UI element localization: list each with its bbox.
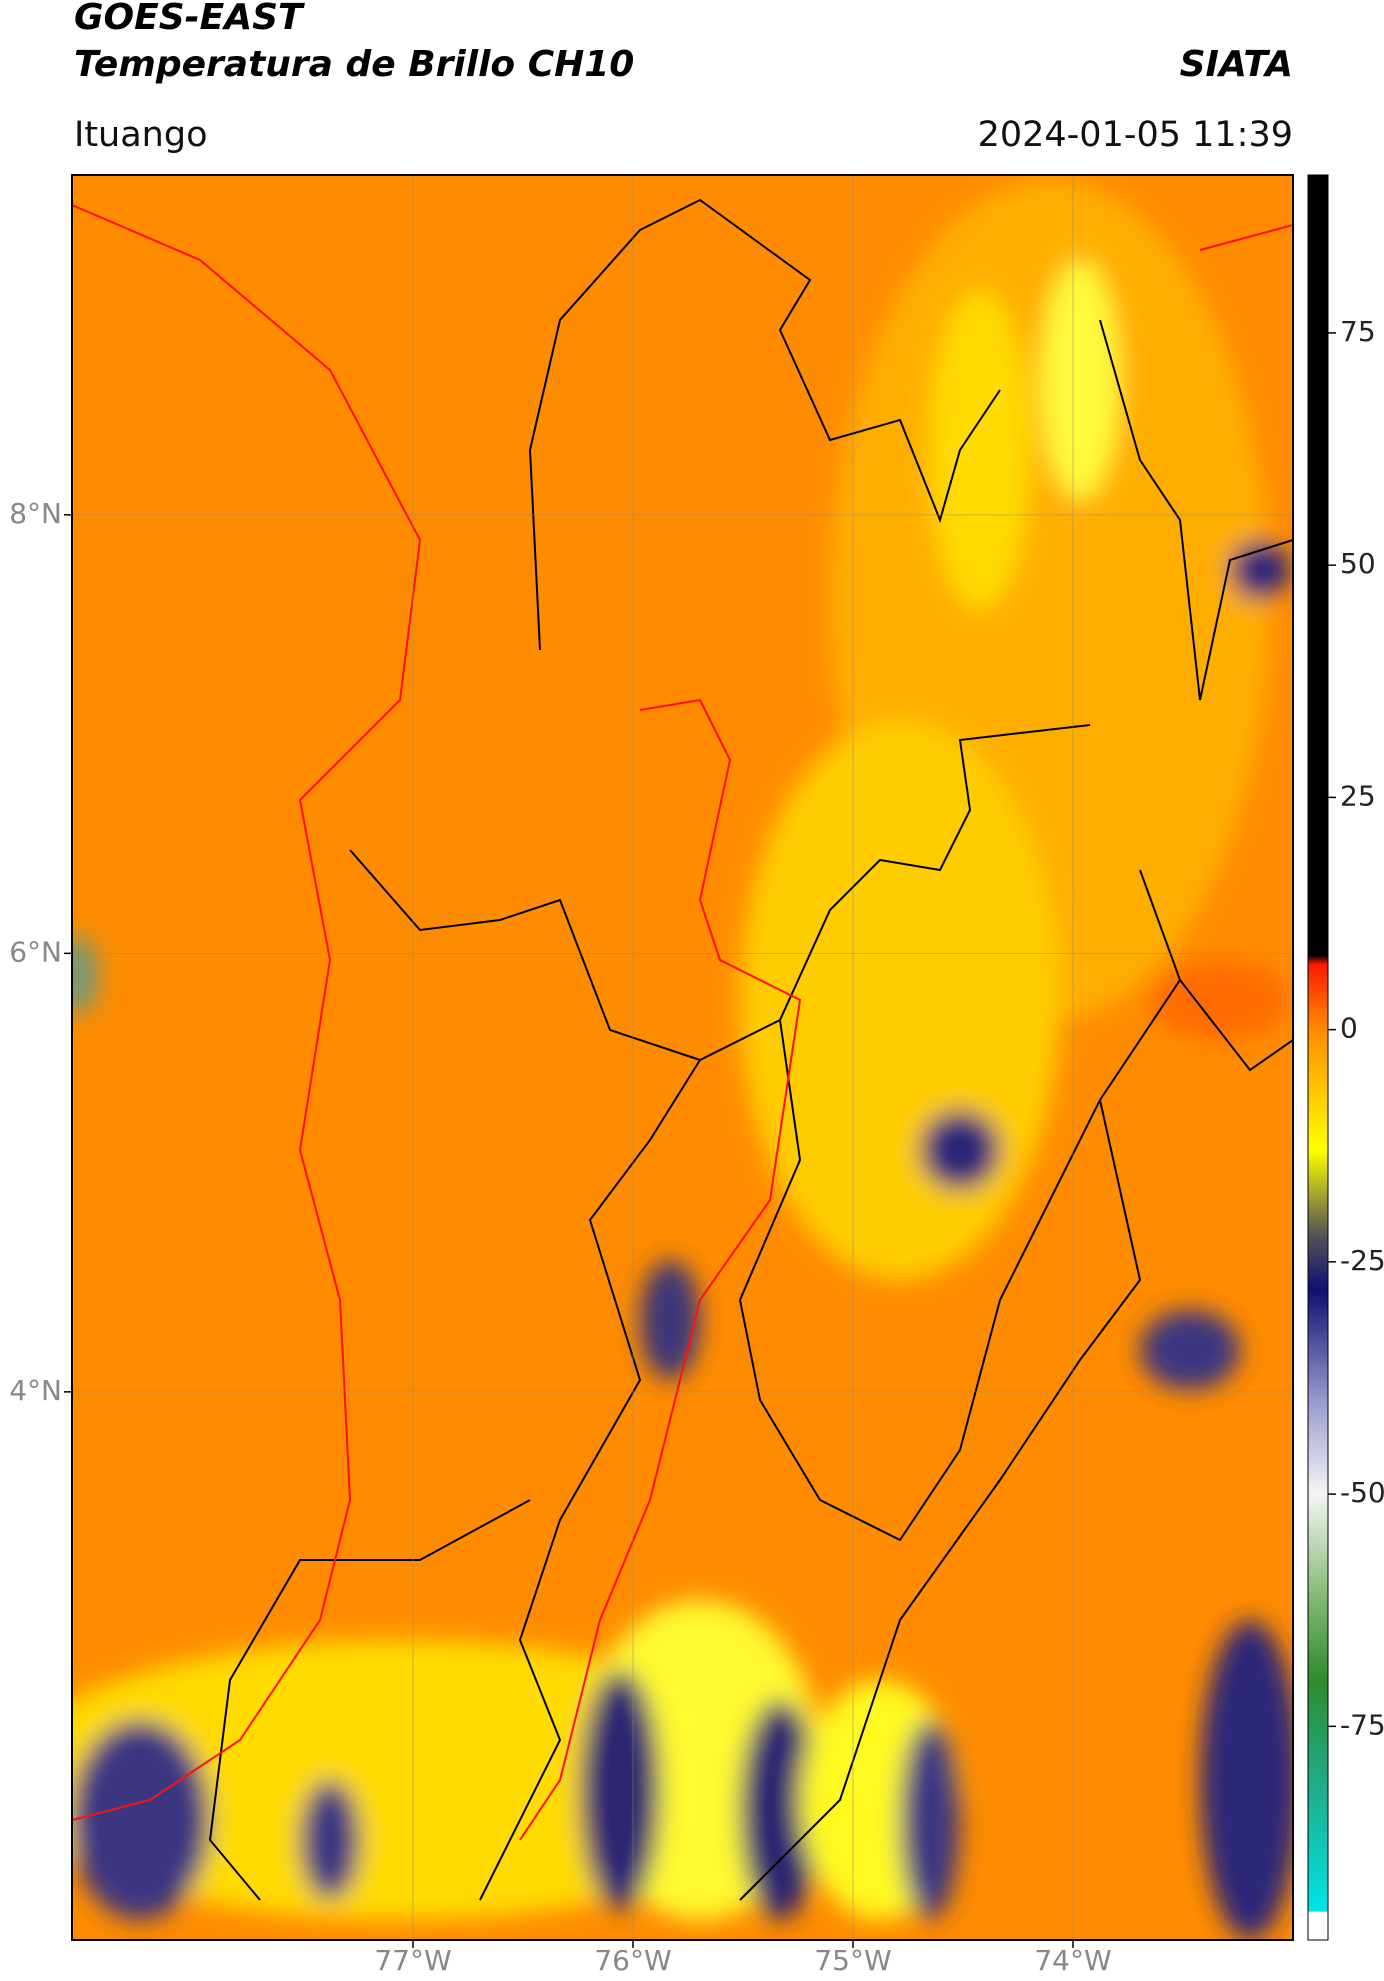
colorbar-tick-label: -50: [1340, 1476, 1384, 1509]
colorbar-tick-label: 50: [1340, 547, 1376, 580]
location: Ituango: [74, 115, 208, 155]
colorbar-tick-label: -25: [1340, 1244, 1384, 1277]
title: GOES-EAST: [74, 0, 305, 38]
source: SIATA: [1180, 44, 1293, 85]
x-tick-label: 77°W: [374, 1944, 451, 1977]
colorbar-tick-label: -75: [1340, 1708, 1384, 1741]
subtitle: Temperatura de Brillo CH10: [74, 44, 634, 85]
satellite-image: [72, 175, 1293, 1940]
datetime: 2024-01-05 11:39: [978, 115, 1293, 155]
x-tick-label: 74°W: [1034, 1944, 1111, 1977]
x-tick-label: 75°W: [814, 1944, 891, 1977]
colorbar-tick-label: 25: [1340, 779, 1376, 812]
y-tick-label: 8°N: [9, 497, 62, 530]
colorbar-tick-label: 0: [1340, 1012, 1358, 1045]
map-frame: [71, 174, 1294, 1941]
colorbar: [1307, 174, 1329, 1941]
y-tick-label: 4°N: [9, 1374, 62, 1407]
x-tick-label: 76°W: [594, 1944, 671, 1977]
colorbar-tick-label: 75: [1340, 315, 1376, 348]
y-tick-label: 6°N: [9, 935, 62, 968]
